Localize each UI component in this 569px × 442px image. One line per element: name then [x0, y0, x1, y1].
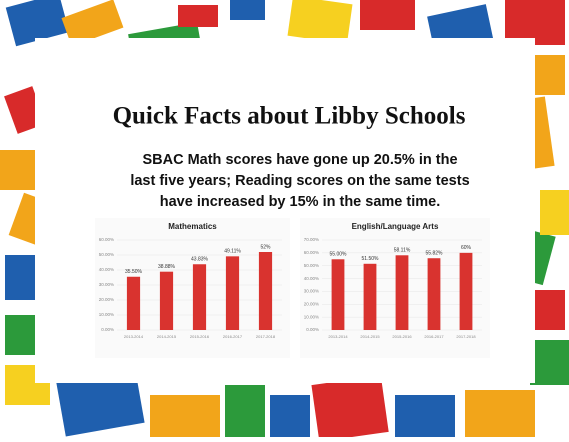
subtitle-line: last five years; Reading scores on the s…	[130, 173, 469, 189]
x-tick-label: 2016-2017	[223, 334, 243, 339]
y-tick-label: 30.00%	[304, 289, 319, 294]
x-tick-label: 2016-2017	[424, 334, 444, 339]
value-label: 35.50%	[125, 269, 143, 275]
x-tick-label: 2014-2015	[157, 334, 177, 339]
y-tick-label: 10.00%	[99, 312, 114, 317]
value-label: 51.50%	[362, 256, 380, 262]
y-tick-label: 50.00%	[99, 252, 114, 257]
bar	[427, 258, 441, 330]
value-label: 55.00%	[330, 252, 348, 258]
y-tick-label: 40.00%	[99, 267, 114, 272]
bar	[395, 255, 409, 330]
y-tick-label: 20.00%	[99, 297, 114, 302]
subtitle-line: have increased by 15% in the same time.	[160, 194, 440, 210]
value-label: 58.11%	[394, 248, 411, 254]
bar	[159, 271, 174, 330]
x-tick-label: 2015-2016	[190, 334, 210, 339]
value-label: 38.88%	[158, 264, 176, 270]
x-tick-label: 2013-2014	[328, 334, 348, 339]
y-tick-label: 30.00%	[99, 282, 114, 287]
y-tick-label: 10.00%	[304, 314, 319, 319]
value-label: 52%	[260, 244, 271, 250]
x-tick-label: 2017-2018	[256, 334, 276, 339]
value-label: 60%	[461, 245, 472, 251]
y-tick-label: 60.00%	[99, 237, 114, 242]
y-tick-label: 70.00%	[304, 237, 319, 242]
bar	[225, 256, 240, 330]
x-tick-label: 2013-2014	[124, 334, 144, 339]
chart-title: English/Language Arts	[352, 222, 439, 231]
value-label: 55.82%	[426, 251, 444, 257]
bar	[363, 263, 377, 330]
y-tick-label: 0.00%	[101, 327, 114, 332]
subtitle-line: SBAC Math scores have gone up 20.5% in t…	[142, 152, 457, 168]
y-tick-label: 20.00%	[304, 301, 319, 306]
bar	[459, 252, 473, 330]
chart-title: Mathematics	[168, 222, 217, 231]
value-label: 49.11%	[224, 249, 241, 255]
y-tick-label: 0.00%	[306, 327, 319, 332]
y-tick-label: 40.00%	[304, 276, 319, 281]
page-title: Quick Facts about Libby Schools	[113, 103, 466, 130]
x-tick-label: 2017-2018	[456, 334, 476, 339]
x-tick-label: 2015-2016	[392, 334, 412, 339]
x-tick-label: 2014-2015	[360, 334, 380, 339]
bar	[192, 264, 207, 330]
bar	[126, 276, 141, 330]
y-tick-label: 60.00%	[304, 250, 319, 255]
value-label: 43.83%	[191, 257, 209, 263]
bar	[258, 252, 273, 330]
bar	[331, 259, 345, 330]
y-tick-label: 50.00%	[304, 263, 319, 268]
